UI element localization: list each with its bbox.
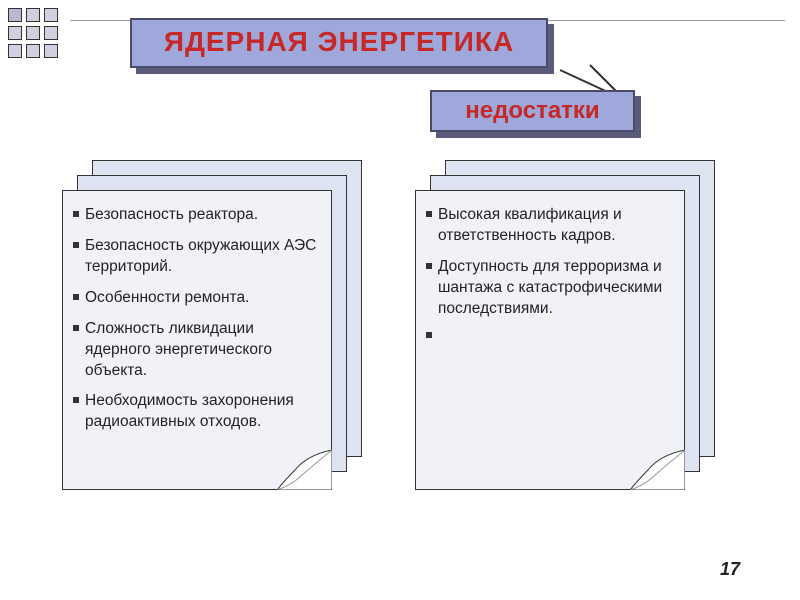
list-item: Безопасность реактора. [73, 205, 321, 226]
card-right-content: Высокая квалификация и ответственность к… [415, 190, 685, 490]
subtitle-box: недостатки [430, 90, 635, 132]
list-item: Сложность ликвидации ядерного энергетиче… [73, 319, 321, 382]
corner-decoration [8, 8, 58, 58]
title-box: ЯДЕРНАЯ ЭНЕРГЕТИКА [130, 18, 548, 68]
list-item: Необходимость захоронения радиоактивных … [73, 391, 321, 433]
list-item: Доступность для терроризма и шантажа с к… [426, 257, 674, 320]
card-left: Безопасность реактора. Безопасность окру… [62, 160, 362, 490]
card-left-content: Безопасность реактора. Безопасность окру… [62, 190, 332, 490]
card-right: Высокая квалификация и ответственность к… [415, 160, 715, 490]
page-number: 17 [720, 559, 740, 580]
list-item: Безопасность окружающих АЭС территорий. [73, 236, 321, 278]
page-curl-icon [630, 450, 685, 490]
page-curl-icon [277, 450, 332, 490]
list-item: Особенности ремонта. [73, 288, 321, 309]
list-item: Высокая квалификация и ответственность к… [426, 205, 674, 247]
